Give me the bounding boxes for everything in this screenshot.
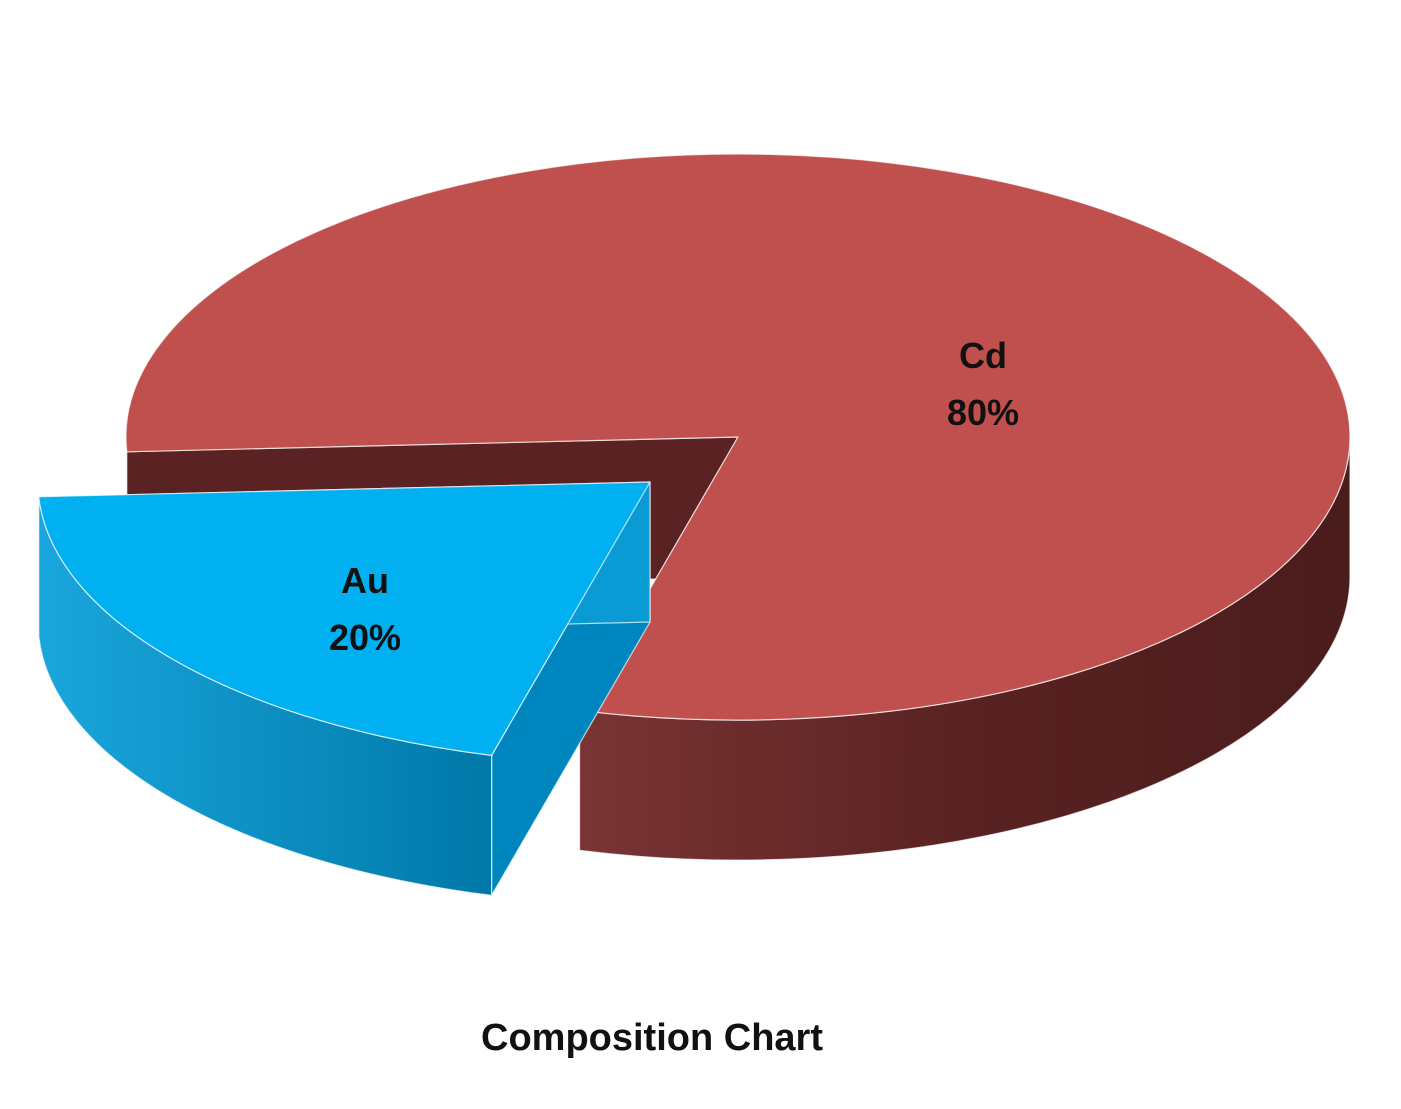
slice-value-au: 20% <box>329 617 401 658</box>
chart-title: Composition Chart <box>481 1017 823 1059</box>
slice-top-cd <box>125 153 1351 721</box>
slice-label-au: Au <box>341 560 389 601</box>
slice-value-cd: 80% <box>947 392 1019 433</box>
slice-top-au <box>38 481 651 756</box>
slice-label-cd: Cd <box>959 335 1007 376</box>
